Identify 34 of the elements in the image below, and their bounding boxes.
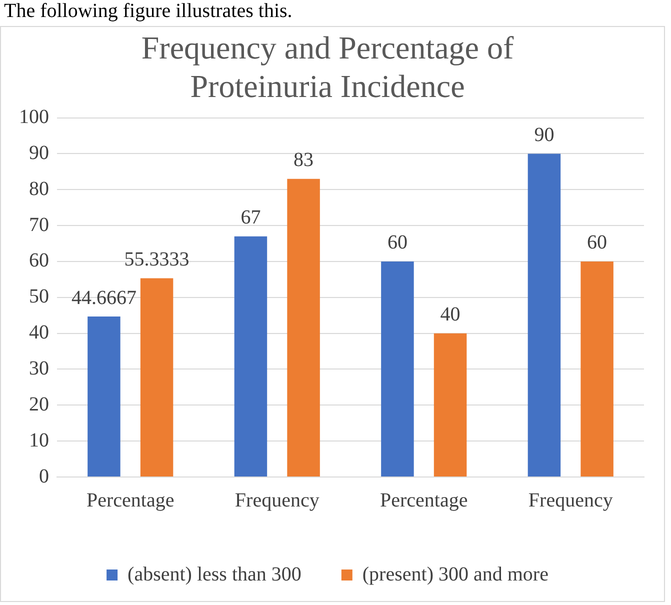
x-tick-label: Percentage — [86, 489, 174, 512]
y-tick-label: 80 — [29, 178, 49, 200]
data-label: 44.6667 — [71, 286, 136, 309]
y-tick-label: 20 — [29, 393, 49, 416]
data-label: 67 — [240, 206, 261, 229]
x-tick-label: Frequency — [528, 489, 613, 512]
bar — [287, 178, 320, 476]
y-tick-label: 10 — [29, 429, 49, 452]
data-label: 90 — [534, 124, 554, 146]
bar — [580, 261, 614, 476]
legend-label: (absent) less than 300 — [128, 563, 302, 586]
x-tick-label: Frequency — [234, 489, 320, 512]
bar — [528, 154, 561, 476]
data-label: 40 — [440, 304, 460, 326]
bar — [140, 278, 174, 476]
bar — [434, 333, 467, 476]
y-tick-label: 100 — [19, 106, 49, 128]
y-tick-label: 0 — [39, 465, 49, 488]
y-tick-label: 50 — [29, 286, 49, 308]
bar — [88, 316, 120, 476]
data-label: 60 — [587, 232, 608, 254]
y-tick-label: 60 — [29, 250, 49, 272]
data-label: 83 — [294, 149, 314, 172]
data-label: 60 — [387, 232, 408, 254]
y-tick-label: 40 — [29, 322, 49, 344]
y-tick-label: 90 — [29, 142, 49, 164]
y-tick-label: 70 — [29, 214, 49, 236]
x-tick-label: Percentage — [380, 489, 468, 512]
chart-title: Frequency and Percentage of Proteinuria Incidence — [141, 30, 514, 104]
data-label: 55.3333 — [124, 248, 190, 270]
text: The following figure illustrates this. — [4, 0, 292, 22]
bar — [381, 261, 414, 476]
y-tick-label: 30 — [29, 357, 49, 380]
bar — [234, 236, 268, 476]
